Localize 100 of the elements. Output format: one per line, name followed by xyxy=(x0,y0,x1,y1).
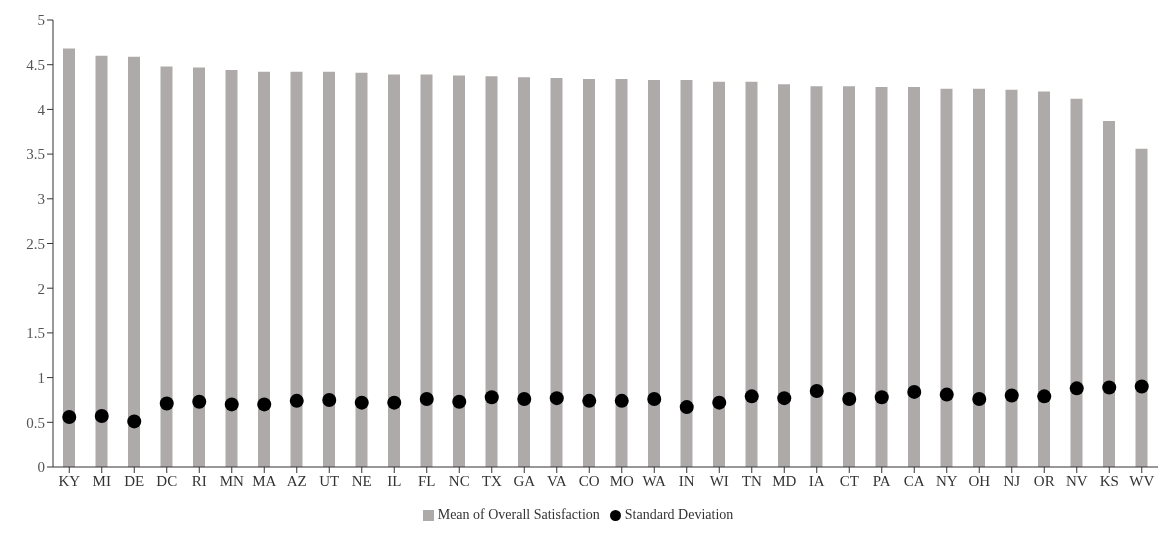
point xyxy=(549,391,564,406)
bar xyxy=(518,77,530,467)
y-tick-label: 5 xyxy=(37,12,45,29)
x-tick-label: AZ xyxy=(286,472,307,489)
legend-label: Mean of Overall Satisfaction xyxy=(437,507,600,522)
point xyxy=(419,392,434,407)
x-tick-label: NC xyxy=(448,472,470,489)
point xyxy=(354,395,369,410)
point xyxy=(614,393,629,408)
x-tick-label: MD xyxy=(772,472,797,489)
point xyxy=(1037,389,1052,404)
x-tick-label: RI xyxy=(191,472,207,489)
bar xyxy=(323,71,335,467)
x-tick-label: NY xyxy=(935,472,958,489)
point xyxy=(1069,381,1084,396)
bar xyxy=(63,48,75,467)
bar xyxy=(550,78,563,467)
x-tick-label: WI xyxy=(709,472,729,489)
point xyxy=(452,394,467,409)
legend-label: Standard Deviation xyxy=(624,507,734,522)
point xyxy=(224,397,239,412)
x-tick-label: IL xyxy=(387,472,402,489)
bar xyxy=(420,74,433,467)
x-tick-label: OH xyxy=(968,472,991,489)
bar xyxy=(355,72,368,467)
bar xyxy=(615,79,628,467)
point xyxy=(842,392,857,407)
bar xyxy=(973,88,985,467)
bar xyxy=(1135,148,1148,467)
bar xyxy=(453,75,465,467)
bar xyxy=(95,55,108,467)
point xyxy=(647,392,662,407)
bar xyxy=(713,81,725,467)
bar xyxy=(583,79,595,467)
x-tick-label: TX xyxy=(481,472,502,489)
bar xyxy=(1070,98,1083,467)
bar xyxy=(128,56,140,467)
point xyxy=(1004,388,1019,403)
x-tick-label: IA xyxy=(808,472,825,489)
y-tick-label: 1 xyxy=(37,369,45,386)
x-tick-label: DC xyxy=(156,472,178,489)
point xyxy=(712,395,727,410)
point xyxy=(159,396,174,411)
y-tick-label: 2.5 xyxy=(26,235,45,252)
x-tick-label: PA xyxy=(872,472,891,489)
x-tick-label: IN xyxy=(678,472,695,489)
bar xyxy=(485,76,498,467)
x-tick-label: MI xyxy=(92,472,111,489)
point xyxy=(127,414,142,429)
bar xyxy=(745,81,758,467)
y-tick-label: 1.5 xyxy=(26,325,45,342)
bar xyxy=(778,84,790,467)
point xyxy=(679,400,694,415)
x-tick-label: CT xyxy=(839,472,859,489)
bar xyxy=(388,74,400,467)
bar xyxy=(1103,121,1115,467)
point xyxy=(939,387,954,402)
point xyxy=(1134,379,1149,394)
bar xyxy=(1038,91,1050,467)
x-tick-label: TN xyxy=(741,472,762,489)
point xyxy=(62,409,77,424)
x-tick-label: UT xyxy=(319,472,340,489)
y-tick-label: 4 xyxy=(37,101,46,118)
x-tick-label: CA xyxy=(903,472,925,489)
bar xyxy=(225,70,238,467)
y-tick-label: 0 xyxy=(37,459,45,476)
point xyxy=(322,392,337,407)
y-tick-label: 0.5 xyxy=(26,414,45,431)
point xyxy=(777,391,792,406)
y-tick-label: 3 xyxy=(37,191,45,208)
bar xyxy=(940,88,953,467)
x-tick-label: KY xyxy=(58,472,81,489)
point xyxy=(874,390,889,405)
point xyxy=(1102,380,1117,395)
bar xyxy=(843,86,855,467)
bar xyxy=(875,87,888,467)
bar xyxy=(648,79,660,467)
x-tick-label: NE xyxy=(351,472,372,489)
point xyxy=(907,384,922,399)
x-tick-label: NV xyxy=(1065,472,1088,489)
point xyxy=(972,392,987,407)
x-tick-label: MN xyxy=(219,472,244,489)
point xyxy=(517,392,532,407)
x-tick-label: GA xyxy=(513,472,536,489)
x-tick-label: VA xyxy=(546,472,567,489)
bar xyxy=(680,79,693,467)
point xyxy=(582,393,597,408)
x-tick-label: FL xyxy=(417,472,436,489)
bar xyxy=(1005,89,1018,467)
point xyxy=(94,409,109,424)
point xyxy=(809,384,824,399)
bar xyxy=(290,71,303,467)
x-tick-label: CO xyxy=(578,472,600,489)
x-tick-label: KS xyxy=(1099,472,1119,489)
point xyxy=(257,397,272,412)
x-tick-label: OR xyxy=(1033,472,1055,489)
x-tick-label: MO xyxy=(609,472,634,489)
y-tick-label: 3.5 xyxy=(26,146,45,163)
y-tick-label: 4.5 xyxy=(26,57,45,74)
point xyxy=(387,395,402,410)
